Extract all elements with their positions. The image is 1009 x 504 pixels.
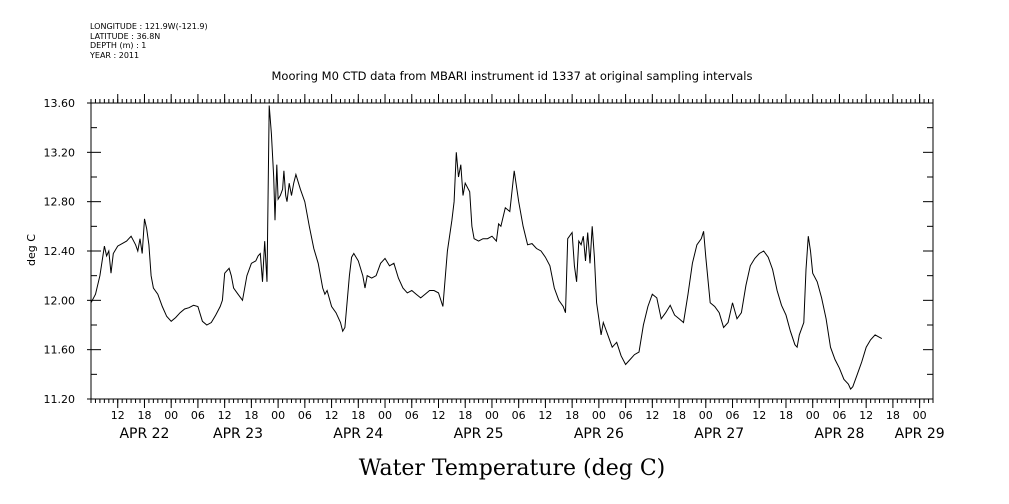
x-date-label: APR 29 xyxy=(895,426,945,442)
x-hour-label: 18 xyxy=(672,409,686,422)
x-hour-label: 06 xyxy=(832,409,846,422)
x-hour-label: 18 xyxy=(351,409,365,422)
x-hour-label: 06 xyxy=(405,409,419,422)
x-hour-label: 00 xyxy=(592,409,606,422)
x-date-label: APR 23 xyxy=(213,426,263,442)
x-hour-label: 18 xyxy=(458,409,472,422)
x-date-label: APR 27 xyxy=(694,426,744,442)
x-hour-label: 18 xyxy=(779,409,793,422)
x-hour-label: 00 xyxy=(271,409,285,422)
x-hour-label: 06 xyxy=(512,409,526,422)
depth-text: DEPTH (m) : 1 xyxy=(90,41,147,51)
latitude-text: LATITUDE : 36.8N xyxy=(90,31,161,41)
x-date-label: APR 22 xyxy=(119,426,169,442)
x-axis-title: Water Temperature (deg C) xyxy=(359,456,666,481)
x-hour-label: 06 xyxy=(726,409,740,422)
x-hour-label: 18 xyxy=(244,409,258,422)
axis-ticks xyxy=(87,94,934,408)
year-text: YEAR : 2011 xyxy=(90,50,140,60)
y-axis-label: deg C xyxy=(25,234,38,266)
x-hour-label: 18 xyxy=(886,409,900,422)
y-tick-label: 11.60 xyxy=(44,344,76,357)
x-hour-label: 00 xyxy=(806,409,820,422)
plot-frame xyxy=(90,102,934,400)
x-hour-label: 00 xyxy=(485,409,499,422)
chart-title: Mooring M0 CTD data from MBARI instrumen… xyxy=(272,69,753,83)
x-date-label: APR 28 xyxy=(814,426,864,442)
x-date-label: APR 24 xyxy=(333,426,383,442)
x-hour-label: 00 xyxy=(378,409,392,422)
x-hour-label: 12 xyxy=(431,409,445,422)
x-date-label: APR 26 xyxy=(574,426,624,442)
y-tick-label: 12.00 xyxy=(44,294,76,307)
x-hour-label: 00 xyxy=(164,409,178,422)
y-tick-label: 12.40 xyxy=(44,245,76,258)
x-hour-label: 06 xyxy=(191,409,205,422)
y-tick-label: 13.60 xyxy=(44,97,76,110)
axis-tick-labels: 11.20 11.60 12.00 12.40 12.80 13.20 13.60 12 18 0… xyxy=(44,97,945,442)
x-hour-label: 12 xyxy=(325,409,339,422)
x-hour-label: 12 xyxy=(111,409,125,422)
x-hour-label: 18 xyxy=(565,409,579,422)
metadata-block: LONGITUDE : 121.9W(-121.9) LATITUDE : 36… xyxy=(90,22,208,60)
x-hour-label: 06 xyxy=(298,409,312,422)
x-hour-label: 12 xyxy=(218,409,232,422)
longitude-text: LONGITUDE : 121.9W(-121.9) xyxy=(90,22,208,31)
x-hour-label: 12 xyxy=(538,409,552,422)
x-hour-label: 00 xyxy=(913,409,927,422)
x-hour-label: 18 xyxy=(137,409,151,422)
x-hour-label: 06 xyxy=(619,409,633,422)
y-tick-label: 12.80 xyxy=(44,196,76,209)
y-tick-label: 13.20 xyxy=(44,146,76,159)
x-date-label: APR 25 xyxy=(454,426,504,442)
x-hour-label: 00 xyxy=(699,409,713,422)
x-hour-label: 12 xyxy=(752,409,766,422)
x-hour-label: 12 xyxy=(645,409,659,422)
x-hour-label: 12 xyxy=(859,409,873,422)
y-tick-label: 11.20 xyxy=(44,393,76,406)
water-temperature-series-line xyxy=(90,105,883,390)
